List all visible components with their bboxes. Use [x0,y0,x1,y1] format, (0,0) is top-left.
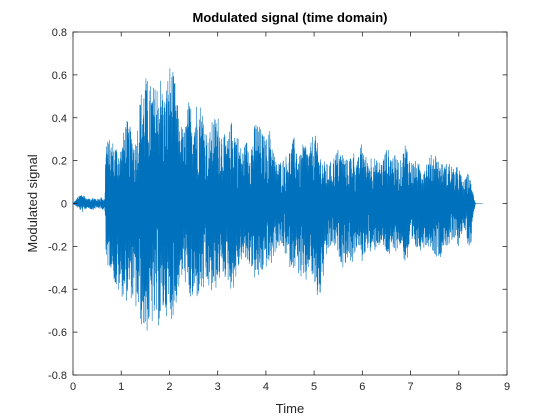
x-tick-label: 2 [166,381,172,393]
y-tick-label: 0.6 [52,70,67,82]
x-tick-label: 9 [504,381,510,393]
signal-line [72,68,483,331]
y-tick-label: -0.2 [48,241,67,253]
y-axis-label: Modulated signal [25,154,40,252]
y-tick-label: 0.2 [52,156,67,168]
x-tick-label: 3 [215,381,221,393]
signal-layer [72,68,483,331]
y-tick-label: 0.8 [52,27,67,39]
x-tick-label: 1 [118,381,124,393]
x-tick-label: 5 [311,381,317,393]
x-tick-label: 6 [359,381,365,393]
x-axis-label: Time [276,401,304,416]
x-tick-label: 4 [263,381,269,393]
x-tick-label: 8 [456,381,462,393]
y-tick-label: 0 [61,199,67,211]
y-tick-label: -0.8 [48,370,67,382]
x-tick-label: 0 [70,381,76,393]
y-tick-label: 0.4 [52,113,67,125]
y-tick-label: -0.4 [48,284,67,296]
axes-layer: 0 1 2 3 4 5 6 7 8 9 -0.8 -0.6 -0.4 -0.2 0 0.2 0.4 0.6 0.8 [48,27,510,393]
x-tick-label: 7 [407,381,413,393]
chart-title: Modulated signal (time domain) [192,10,387,25]
y-tick-label: -0.6 [48,327,67,339]
